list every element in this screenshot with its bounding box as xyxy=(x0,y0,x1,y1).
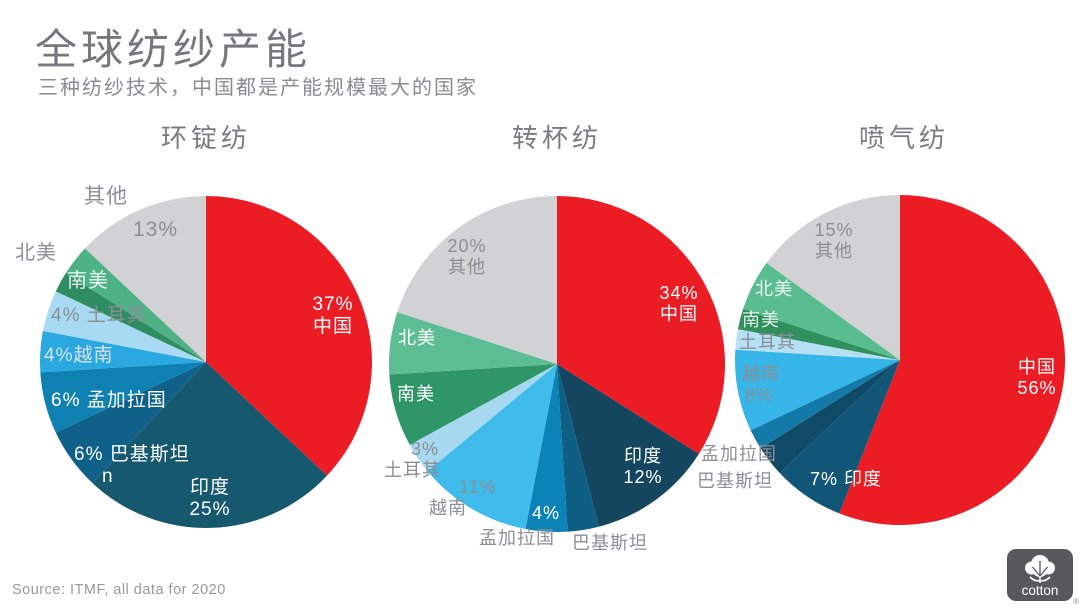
pie1-slice-vietnam xyxy=(40,330,207,373)
cotton-logo-graphic: cotton xyxy=(1007,549,1073,601)
logo-wordmark: cotton xyxy=(1022,583,1059,598)
cotton-logo: cotton ® xyxy=(1006,548,1079,606)
pie3-slice-others xyxy=(766,195,900,360)
pie3-slice-india xyxy=(779,360,900,514)
pie3-slice-north-america xyxy=(743,263,900,360)
pie1-slice-pakistan xyxy=(55,362,206,484)
pie1-slice-others xyxy=(84,196,206,362)
boll-seams xyxy=(1032,561,1048,577)
pie1-slice-north-america xyxy=(65,248,206,362)
pie3-slice-pakistan xyxy=(760,360,900,473)
registered-trademark-symbol: ® xyxy=(1073,597,1079,606)
pie3-slice-turkey xyxy=(735,329,900,360)
pie3-slice-bangladesh xyxy=(750,360,900,449)
pie2-slice-turkey xyxy=(409,364,557,472)
pie-title-ring-spinning: 环锭纺 xyxy=(160,123,251,153)
page-title: 全球纺纱产能 xyxy=(35,26,312,73)
pie1-slice-china xyxy=(206,196,372,476)
pie2-slice-south-america xyxy=(389,364,557,445)
pie2-slice-others xyxy=(397,196,557,364)
source-note: Source: ITMF, all data for 2020 xyxy=(12,582,226,598)
pie2-slice-pakistan xyxy=(557,364,599,532)
pie1-slice-bangladesh xyxy=(40,362,206,433)
pie-title-rotor-spinning: 转杯纺 xyxy=(511,123,602,153)
pie2-slice-bangladesh xyxy=(525,364,568,533)
pie1-slice-turkey xyxy=(42,291,206,362)
pie1-slice-india xyxy=(92,362,328,528)
pie3-slice-vietnam xyxy=(735,349,900,431)
page-subtitle: 三种纺纱技术，中国都是产能规模最大的国家 xyxy=(38,77,478,99)
pie3-slice-china xyxy=(839,195,1066,525)
pie2-slice-china xyxy=(557,196,726,455)
pie2-slice-india xyxy=(557,364,699,527)
pie-chart-1 xyxy=(40,196,372,528)
pie-chart-2 xyxy=(388,196,726,533)
boll-bracts xyxy=(1029,576,1051,583)
pie2-slice-north-america xyxy=(388,312,557,375)
pie2-slice-vietnam xyxy=(427,364,557,530)
pie1-slice-south-america xyxy=(55,273,206,362)
pie-chart-3 xyxy=(735,195,1066,525)
pie-title-airjet-spinning: 喷气纺 xyxy=(858,123,949,153)
pie3-slice-south-america xyxy=(737,309,900,360)
